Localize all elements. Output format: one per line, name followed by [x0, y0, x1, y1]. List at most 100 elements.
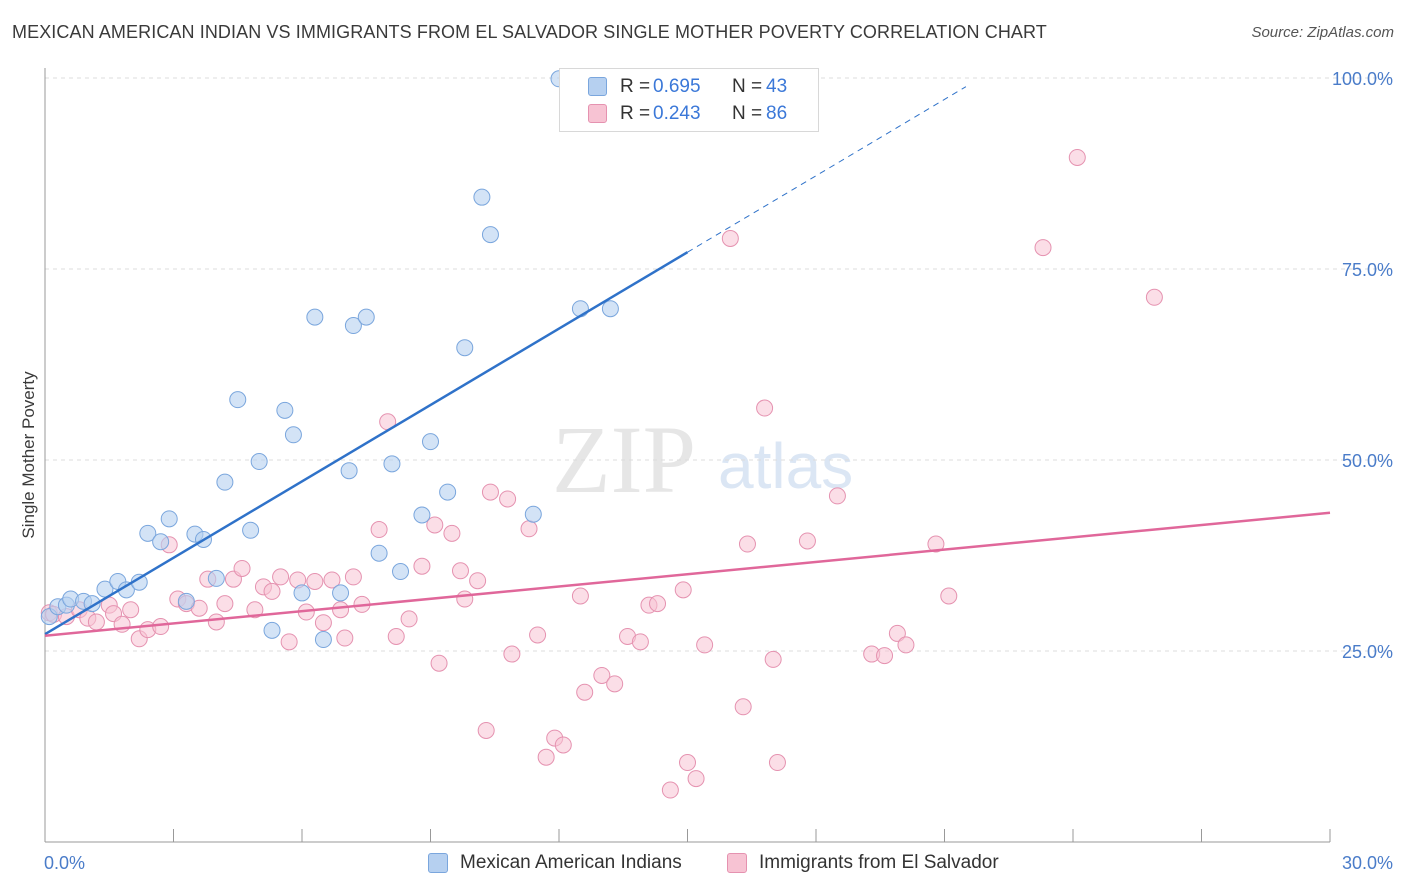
pink-point: [370, 521, 388, 539]
pink-series-points: [40, 148, 1163, 799]
pink-point: [927, 535, 945, 553]
legend-n-value: 43: [766, 76, 788, 97]
blue-point: [216, 473, 234, 491]
pink-point: [451, 562, 469, 580]
pink-point: [280, 633, 298, 651]
pink-point: [764, 650, 782, 668]
pink-point: [696, 636, 714, 654]
pink-point: [246, 601, 264, 619]
blue-point: [250, 453, 268, 471]
pink-point: [828, 487, 846, 505]
pink-point: [631, 633, 649, 651]
blue-point: [340, 462, 358, 480]
blue-point: [284, 426, 302, 444]
blue-point: [370, 544, 388, 562]
pink-point: [537, 748, 555, 766]
blue-point: [306, 308, 324, 326]
pink-point: [87, 613, 105, 631]
pink-point: [216, 595, 234, 613]
pink-point: [207, 613, 225, 631]
pink-point: [499, 490, 517, 508]
watermark-atlas: atlas: [718, 430, 853, 502]
pink-legend-swatch: [727, 853, 747, 873]
y-tick-label: 25.0%: [1342, 642, 1393, 662]
blue-point: [357, 308, 375, 326]
pink-point: [661, 781, 679, 799]
legend-row-blue: R = 0.695 N = 43: [560, 74, 818, 100]
pink-point: [687, 770, 705, 788]
bottom-legend-label: Mexican American Indians: [460, 852, 682, 873]
pink-point: [332, 601, 350, 619]
legend-r-value: 0.695: [653, 76, 701, 97]
trend-lines: [44, 86, 1331, 637]
pink-point: [443, 524, 461, 542]
legend-r-value: 0.243: [653, 103, 701, 124]
legend-r-label: R =: [620, 76, 651, 97]
blue-point: [571, 300, 589, 318]
blue-point: [314, 631, 332, 649]
pink-point: [674, 581, 692, 599]
pink-swatch: [588, 104, 607, 123]
blue-point: [139, 524, 157, 542]
pink-point: [529, 626, 547, 644]
y-axis-label: Single Mother Poverty: [19, 371, 38, 539]
pink-point: [400, 610, 418, 628]
x-ticks: [44, 829, 1331, 842]
pink-point: [477, 721, 495, 739]
legend-n-label: N =: [732, 76, 763, 97]
pink-point: [1068, 148, 1086, 166]
pink-point: [306, 572, 324, 590]
x-tick-label-min: 0.0%: [44, 853, 85, 873]
y-tick-labels: 25.0% 50.0% 75.0% 100.0%: [1332, 69, 1393, 662]
pink-point: [768, 754, 786, 772]
pink-trend-line: [44, 511, 1331, 637]
pink-point: [876, 647, 894, 665]
pink-point: [940, 587, 958, 605]
blue-point: [242, 521, 260, 539]
blue-point: [601, 300, 619, 318]
blue-point: [383, 455, 401, 473]
x-tick-label-max: 30.0%: [1342, 853, 1393, 873]
blue-series-points: [40, 70, 619, 649]
blue-trend-extension: [687, 86, 967, 253]
blue-point: [263, 621, 281, 639]
blue-point: [207, 569, 225, 587]
pink-point: [679, 754, 696, 772]
blue-point: [439, 483, 457, 501]
pink-point: [323, 571, 341, 589]
pink-point: [336, 629, 354, 647]
source-label: Source: ZipAtlas.com: [1251, 24, 1394, 41]
pink-point: [738, 535, 756, 553]
blue-point: [481, 226, 499, 244]
pink-point: [503, 645, 521, 663]
pink-point: [649, 595, 667, 613]
pink-point: [734, 698, 752, 716]
pink-point: [314, 614, 332, 632]
pink-point: [152, 618, 170, 636]
pink-point: [798, 532, 816, 550]
pink-point: [233, 559, 251, 577]
blue-point: [422, 433, 439, 451]
chart-title: MEXICAN AMERICAN INDIAN VS IMMIGRANTS FR…: [12, 22, 1047, 42]
blue-point: [293, 584, 311, 602]
blue-point: [473, 188, 491, 206]
pink-point: [469, 572, 487, 590]
pink-point: [387, 627, 405, 645]
legend-n-label: N =: [732, 103, 763, 124]
pink-point: [606, 675, 624, 693]
pink-point: [344, 568, 362, 586]
pink-point: [520, 520, 538, 538]
y-tick-label: 100.0%: [1332, 69, 1393, 89]
pink-point: [456, 590, 474, 608]
pink-point: [897, 636, 915, 654]
legend-row-pink: R = 0.243 N = 86: [560, 101, 818, 127]
blue-point: [392, 563, 410, 581]
bottom-legend-label: Immigrants from El Salvador: [759, 852, 999, 873]
pink-point: [593, 666, 611, 684]
pink-point: [576, 683, 594, 701]
blue-point: [229, 391, 247, 409]
blue-swatch: [588, 77, 607, 96]
pink-point: [554, 736, 572, 754]
blue-point: [152, 533, 170, 551]
